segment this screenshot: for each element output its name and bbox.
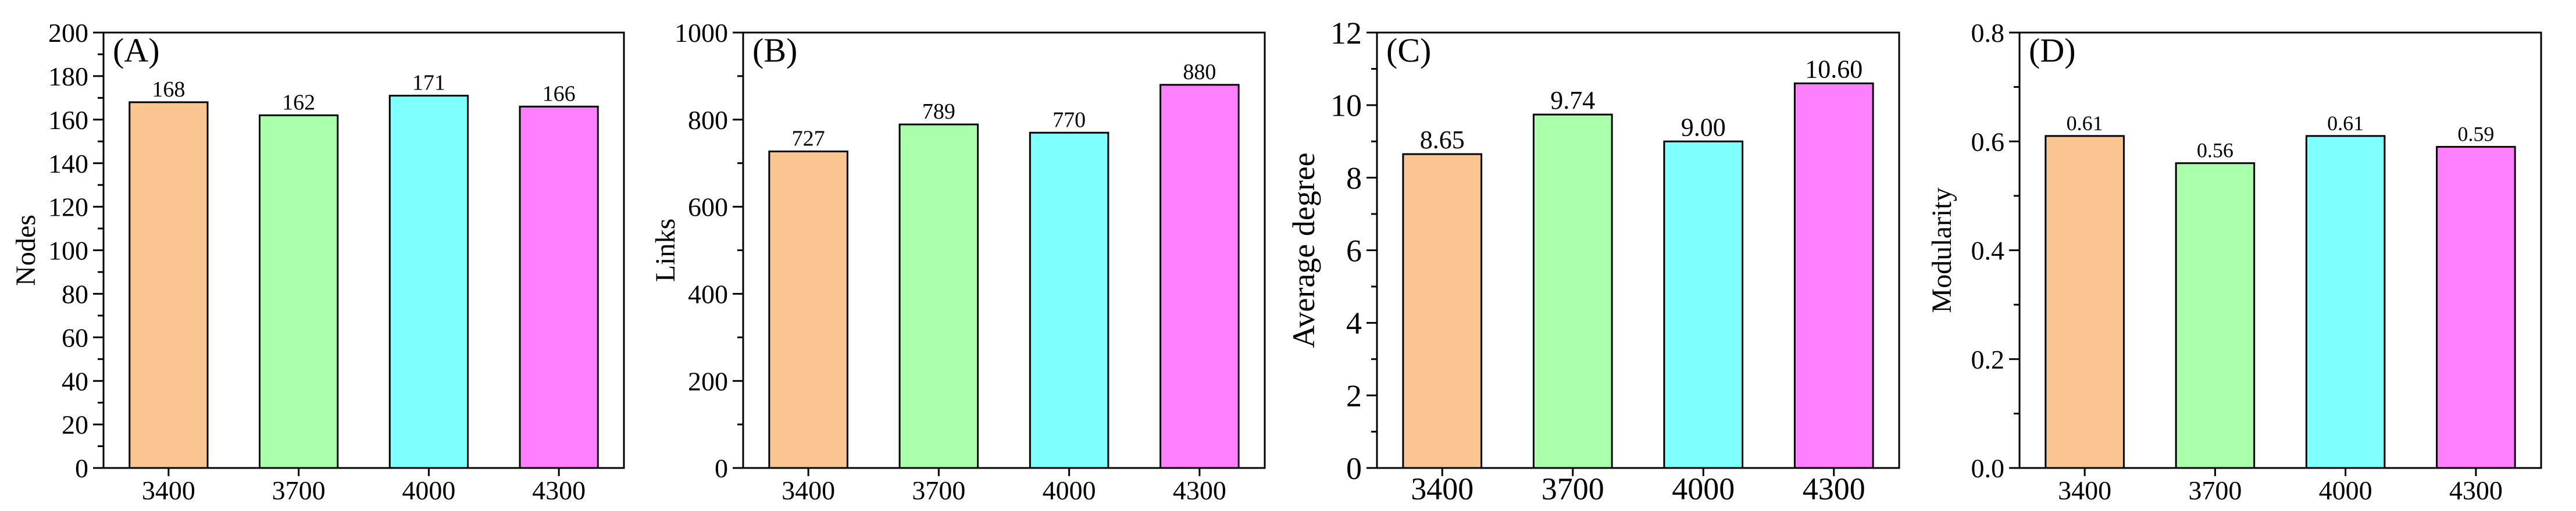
x-tick-label-4000: 4000 — [2319, 476, 2372, 505]
panel-c: 8.65 3400 9.74 3700 9.00 4000 10.60 4300 0 2 4 6 8 10… — [1286, 16, 1900, 506]
y-tick-label: 160 — [48, 105, 88, 135]
y-tick-label: 8 — [1346, 161, 1362, 196]
data-label-4000: 9.00 — [1681, 113, 1726, 141]
y-axis-title: Average degree — [1286, 152, 1321, 348]
bar-4300 — [1793, 82, 1874, 469]
x-tick-label-3700: 3700 — [1542, 471, 1604, 506]
data-label-3700: 789 — [922, 99, 955, 124]
panel-label: (B) — [752, 31, 797, 69]
y-tick-label: 80 — [62, 280, 88, 309]
y-tick-label: 400 — [688, 280, 728, 309]
bar-4300 — [2436, 146, 2516, 469]
bar-3400 — [2045, 135, 2125, 469]
bar-4000 — [1029, 131, 1109, 469]
y-tick-label: 200 — [688, 366, 728, 396]
data-label-4000: 171 — [412, 71, 445, 95]
y-axis-title: Nodes — [10, 215, 41, 286]
data-label-3700: 0.56 — [2197, 139, 2234, 162]
data-label-3400: 0.61 — [2067, 112, 2103, 135]
data-label-4300: 0.59 — [2457, 123, 2494, 146]
panel-b: 727 3400 789 3700 770 4000 880 4300 0 200 400 600 80… — [650, 18, 1266, 505]
y-tick-label: 0 — [715, 453, 728, 483]
y-tick-label: 200 — [48, 18, 88, 48]
y-tick-label: 0.4 — [1971, 236, 2005, 266]
x-tick-label-4300: 4300 — [2449, 476, 2503, 505]
x-tick-label-3400: 3400 — [2058, 476, 2111, 505]
x-tick-label-3700: 3700 — [2188, 476, 2242, 505]
bar-4300 — [1159, 84, 1240, 469]
y-tick-label: 4 — [1346, 306, 1362, 341]
y-axis-title: Links — [650, 219, 681, 282]
x-tick-label-3400: 3400 — [1411, 471, 1473, 506]
panel-d: 0.61 3400 0.56 3700 0.61 4000 0.59 4300 0.0 0.2 0.… — [1926, 18, 2542, 505]
y-tick-label: 0.0 — [1971, 453, 2005, 483]
data-label-3400: 8.65 — [1420, 126, 1465, 154]
bar-3700 — [259, 114, 339, 469]
x-tick-label-3700: 3700 — [272, 476, 326, 505]
bar-3400 — [768, 150, 848, 469]
data-label-4000: 0.61 — [2327, 112, 2364, 135]
x-tick-label-4000: 4000 — [1672, 471, 1735, 506]
y-tick-label: 12 — [1330, 16, 1362, 51]
data-label-4300: 166 — [543, 81, 576, 106]
y-tick-label: 0 — [1346, 451, 1362, 486]
y-tick-label: 0 — [75, 453, 88, 483]
y-axis-title: Modularity — [1926, 188, 1957, 313]
y-tick-label: 180 — [48, 62, 88, 91]
x-tick-label-3400: 3400 — [782, 476, 835, 505]
y-tick-label: 140 — [48, 149, 88, 178]
data-label-3400: 727 — [792, 126, 825, 151]
x-tick-label-4000: 4000 — [1043, 476, 1096, 505]
y-tick-label: 800 — [688, 105, 728, 135]
y-tick-label: 100 — [48, 236, 88, 266]
panel-label: (A) — [113, 31, 160, 69]
data-label-3400: 168 — [152, 77, 185, 102]
x-tick-label-4000: 4000 — [402, 476, 455, 505]
data-label-4000: 770 — [1052, 108, 1086, 132]
panel-a: 168 3400 162 3700 171 4000 166 4300 0 20 40 60 80 100… — [10, 18, 625, 505]
x-tick-label-4300: 4300 — [1803, 471, 1865, 506]
y-tick-label: 0.2 — [1971, 345, 2005, 374]
y-tick-label: 0.8 — [1971, 18, 2005, 48]
panel-label: (D) — [2029, 31, 2076, 69]
data-label-4300: 880 — [1183, 60, 1216, 84]
data-label-3700: 9.74 — [1550, 86, 1595, 115]
y-tick-label: 20 — [62, 410, 88, 439]
y-tick-label: 600 — [688, 192, 728, 222]
bar-3700 — [898, 123, 979, 469]
y-tick-label: 60 — [62, 323, 88, 352]
y-tick-label: 10 — [1330, 88, 1362, 123]
data-label-3700: 162 — [282, 90, 315, 115]
bar-4000 — [2305, 135, 2386, 469]
x-tick-label-4300: 4300 — [1173, 476, 1226, 505]
x-tick-label-3400: 3400 — [142, 476, 195, 505]
y-tick-label: 40 — [62, 366, 88, 396]
y-tick-label: 6 — [1346, 233, 1362, 268]
bar-4000 — [388, 95, 469, 469]
y-tick-label: 1000 — [675, 18, 728, 48]
panel-label: (C) — [1386, 31, 1431, 69]
bar-3700 — [1532, 113, 1613, 469]
x-tick-label-4300: 4300 — [532, 476, 586, 505]
y-tick-label: 0.6 — [1971, 127, 2005, 156]
y-tick-label: 2 — [1346, 378, 1362, 413]
bar-3400 — [1402, 153, 1483, 469]
bar-4300 — [519, 105, 599, 469]
y-tick-label: 120 — [48, 192, 88, 222]
bar-3400 — [129, 101, 209, 469]
data-label-4300: 10.60 — [1805, 55, 1863, 83]
x-tick-label-3700: 3700 — [912, 476, 965, 505]
bar-3700 — [2175, 162, 2256, 469]
bar-4000 — [1663, 140, 1744, 469]
